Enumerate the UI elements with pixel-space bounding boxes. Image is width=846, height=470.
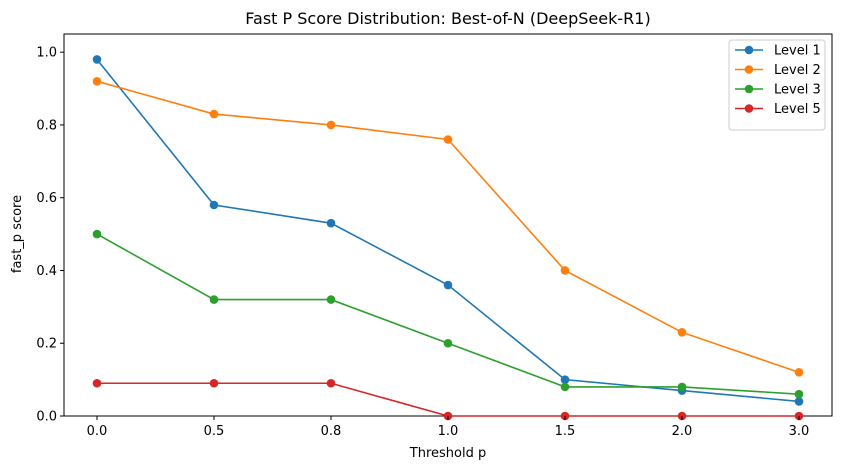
x-axis-ticks: 0.0 0.5 0.8 1.0 1.5 2.0 3.0 xyxy=(87,416,810,439)
y-tick-label: 0.0 xyxy=(36,410,57,425)
legend-entry: Level 5 xyxy=(735,102,821,117)
data-point xyxy=(326,295,336,304)
plot-frame xyxy=(63,33,833,417)
series-level-5 xyxy=(92,378,804,421)
x-tick-label: 0.8 xyxy=(321,424,342,439)
legend-entries: Level 1 Level 2 Level 3 Level 5 xyxy=(735,44,821,117)
data-point xyxy=(560,382,570,392)
legend-label: Level 1 xyxy=(774,44,821,59)
data-point xyxy=(677,328,687,337)
y-axis-title: fast_p score xyxy=(10,195,25,273)
x-tick-label: 1.0 xyxy=(438,424,459,439)
y-tick-label: 0.2 xyxy=(36,337,57,352)
data-point xyxy=(443,135,453,144)
series-line xyxy=(96,233,800,395)
x-tick-label: 1.5 xyxy=(555,424,576,439)
data-point xyxy=(326,378,336,388)
legend-swatch-marker xyxy=(744,104,754,113)
data-point xyxy=(92,378,102,388)
legend-swatch-marker xyxy=(744,45,754,55)
legend-label: Level 2 xyxy=(774,63,821,78)
legend: Level 1 Level 2 Level 3 Level 5 xyxy=(728,39,826,131)
data-point xyxy=(443,280,453,290)
data-point xyxy=(92,229,102,239)
data-point xyxy=(209,378,219,388)
y-tick-label: 0.6 xyxy=(36,191,57,206)
chart-title: Fast P Score Distribution: Best-of-N (De… xyxy=(245,9,650,28)
legend-entry: Level 1 xyxy=(735,44,821,59)
x-tick-label: 0.5 xyxy=(204,424,225,439)
x-tick-label: 0.0 xyxy=(87,424,108,439)
legend-swatch-marker xyxy=(744,65,754,74)
series-level-2 xyxy=(92,76,804,377)
data-point xyxy=(326,120,336,130)
y-tick-label: 0.4 xyxy=(36,264,57,279)
x-tick-label: 2.0 xyxy=(672,424,693,439)
data-point xyxy=(794,389,804,399)
data-point xyxy=(560,266,570,275)
y-axis-ticks: 0.0 0.2 0.4 0.6 0.8 1.0 xyxy=(36,46,64,425)
series-level-1 xyxy=(92,55,804,406)
x-axis-title: Threshold p xyxy=(409,446,486,461)
y-tick-label: 1.0 xyxy=(36,46,57,61)
x-tick-label: 3.0 xyxy=(789,424,810,439)
data-point xyxy=(209,200,219,210)
series-line xyxy=(96,80,800,374)
legend-entry: Level 3 xyxy=(735,83,821,98)
data-point xyxy=(794,397,804,406)
data-point xyxy=(209,109,219,119)
data-point xyxy=(794,368,804,377)
legend-swatch-marker xyxy=(744,84,754,94)
data-point xyxy=(326,218,336,228)
legend-entry: Level 2 xyxy=(735,63,821,78)
legend-label: Level 3 xyxy=(774,83,821,98)
data-point xyxy=(677,382,687,392)
series-layer xyxy=(92,55,804,421)
data-point xyxy=(560,375,570,384)
y-tick-label: 0.8 xyxy=(36,118,57,133)
data-point xyxy=(92,55,102,64)
plot-area: 0.0 0.5 0.8 1.0 1.5 2.0 3.0 0.0 0.2 0.4 0.6 0.8 1.0 xyxy=(36,33,833,439)
data-point xyxy=(92,76,102,86)
data-point xyxy=(443,338,453,348)
legend-label: Level 5 xyxy=(774,102,821,117)
series-level-3 xyxy=(92,229,804,399)
data-point xyxy=(209,295,219,304)
